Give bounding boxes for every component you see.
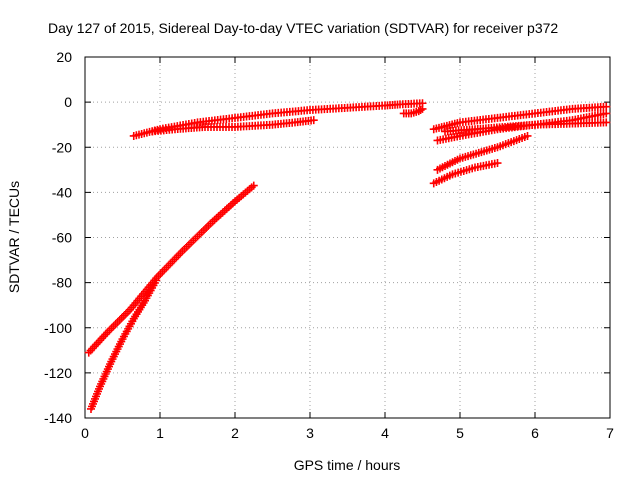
data-point bbox=[602, 102, 611, 111]
data-points bbox=[84, 99, 611, 413]
y-tick-label: -140 bbox=[44, 410, 72, 426]
y-axis-label: SDTVAR / TECUs bbox=[6, 181, 22, 293]
y-tick-label: -40 bbox=[52, 184, 72, 200]
x-tick-label: 4 bbox=[381, 425, 389, 441]
x-tick-label: 6 bbox=[531, 425, 539, 441]
data-point bbox=[249, 181, 258, 190]
x-tick-label: 1 bbox=[156, 425, 164, 441]
y-tick-label: 0 bbox=[64, 94, 72, 110]
data-point bbox=[416, 106, 425, 115]
y-tick-label: -80 bbox=[52, 275, 72, 291]
y-axis-tick-labels: 20 0 -20 -40 -60 -80 -100 -120 -140 bbox=[44, 49, 72, 426]
y-tick-label: 20 bbox=[56, 49, 72, 65]
data-point bbox=[493, 159, 502, 168]
x-tick-label: 7 bbox=[606, 425, 614, 441]
y-tick-label: -60 bbox=[52, 230, 72, 246]
data-point bbox=[152, 276, 161, 285]
x-axis-label: GPS time / hours bbox=[294, 457, 401, 473]
x-tick-label: 3 bbox=[306, 425, 314, 441]
data-point bbox=[602, 109, 611, 118]
y-tick-label: -120 bbox=[44, 365, 72, 381]
data-point bbox=[309, 116, 318, 125]
data-point bbox=[602, 118, 611, 127]
x-tick-label: 5 bbox=[456, 425, 464, 441]
y-tick-label: -20 bbox=[52, 139, 72, 155]
x-axis-tick-labels: 0 1 2 3 4 5 6 7 bbox=[81, 425, 614, 441]
x-tick-label: 0 bbox=[81, 425, 89, 441]
axis-ticks bbox=[84, 56, 611, 419]
data-point bbox=[523, 131, 532, 140]
chart-title: Day 127 of 2015, Sidereal Day-to-day VTE… bbox=[48, 20, 558, 36]
x-tick-label: 2 bbox=[231, 425, 239, 441]
data-point bbox=[418, 104, 427, 113]
y-tick-label: -100 bbox=[44, 320, 72, 336]
